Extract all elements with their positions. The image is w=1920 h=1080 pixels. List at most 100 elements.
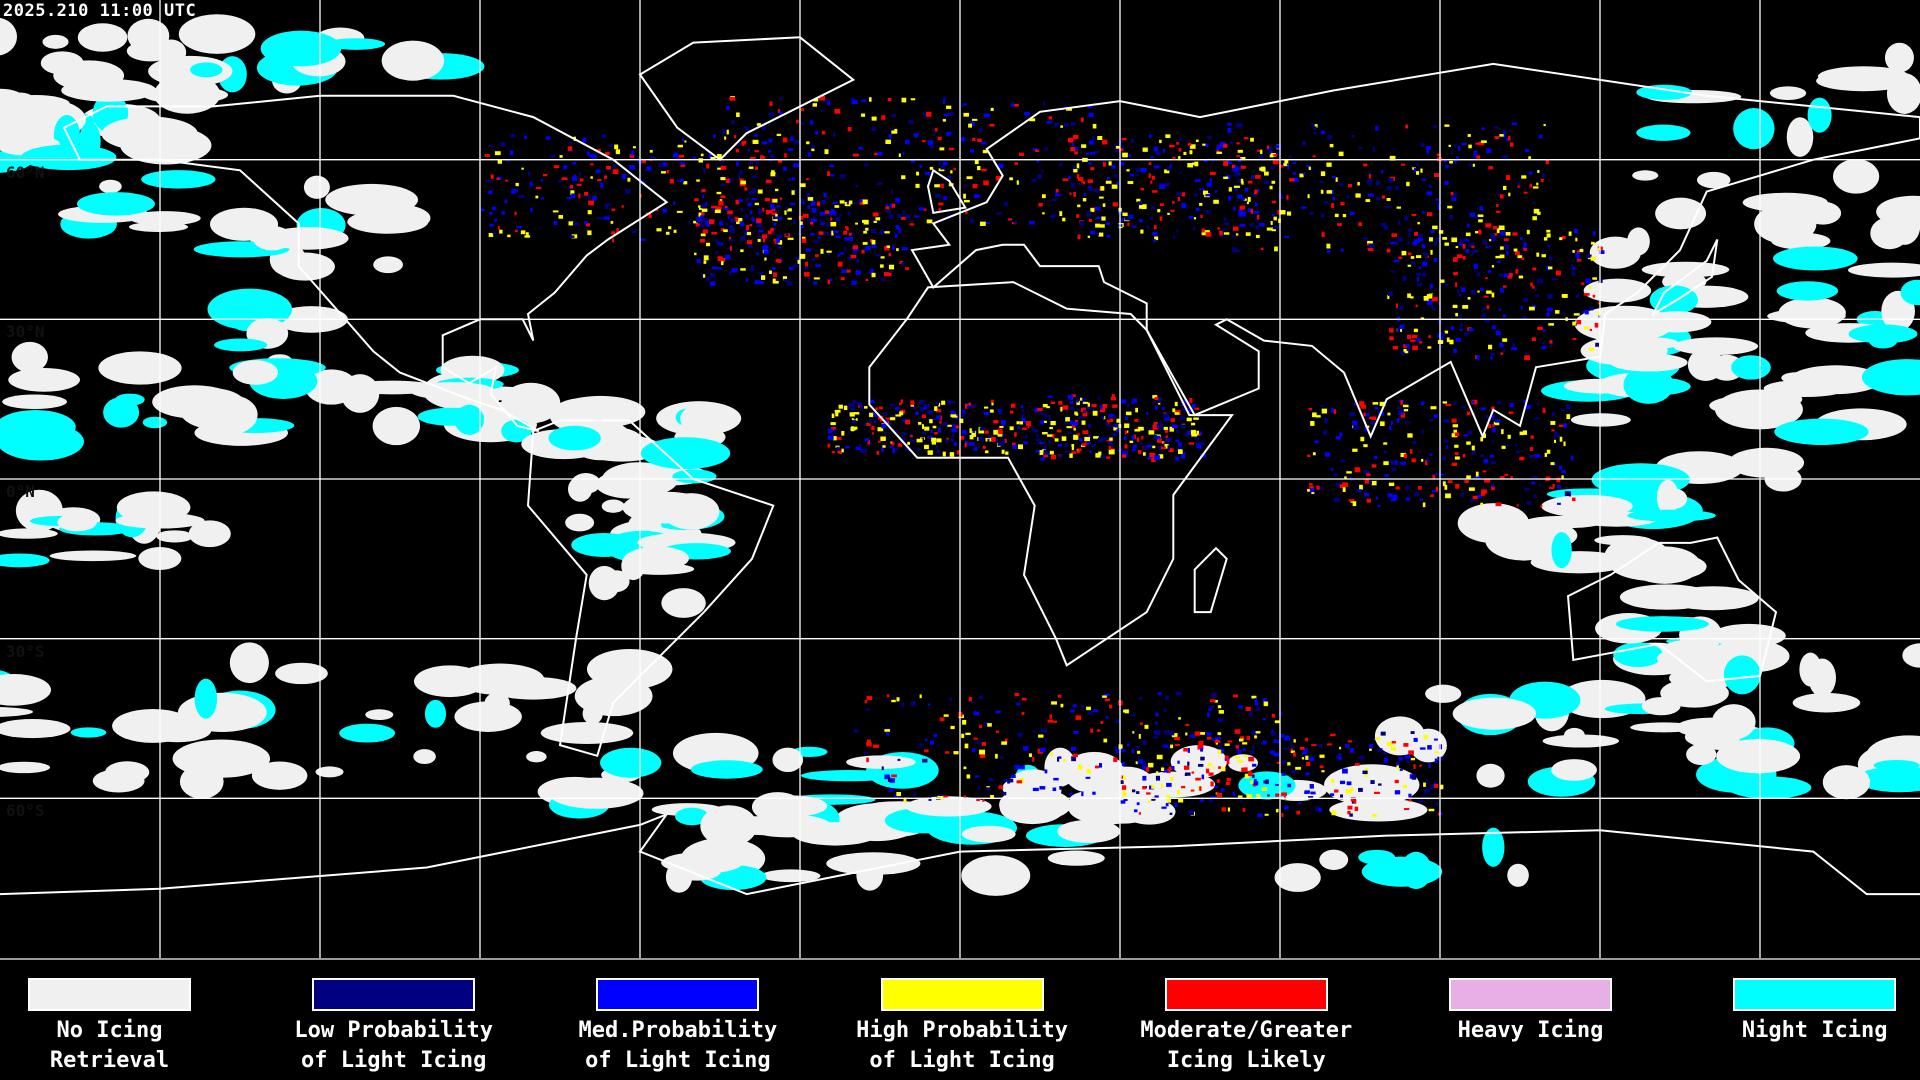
icing-pixel — [1434, 173, 1440, 178]
icing-pixel — [736, 112, 740, 118]
icing-pixel — [993, 429, 999, 435]
icing-pixel — [858, 146, 863, 150]
icing-pixel — [1496, 203, 1499, 208]
icing-pixel — [1160, 767, 1165, 771]
icing-pixel — [827, 428, 833, 434]
icing-pixel — [1475, 231, 1481, 234]
icing-pixel — [1444, 330, 1449, 334]
icing-pixel — [1365, 473, 1371, 476]
icing-pixel — [942, 161, 948, 166]
icing-pixel — [1197, 744, 1204, 750]
icing-pixel — [1175, 691, 1182, 696]
icing-pixel — [953, 442, 958, 446]
icing-pixel — [702, 229, 708, 234]
icing-pixel — [1095, 765, 1099, 769]
icing-pixel — [784, 153, 787, 158]
icing-pixel — [1329, 143, 1334, 148]
icing-pixel — [1109, 437, 1113, 441]
icing-pixel — [1449, 215, 1454, 220]
icing-pixel — [879, 264, 884, 268]
icing-pixel — [1199, 431, 1202, 435]
icing-pixel — [811, 148, 815, 152]
icing-pixel — [1442, 236, 1448, 240]
icing-pixel — [1358, 787, 1363, 792]
icing-pixel — [885, 139, 891, 145]
cloud-patch — [232, 360, 279, 385]
icing-pixel — [1330, 779, 1335, 783]
icing-pixel — [1520, 305, 1523, 310]
icing-pixel — [934, 406, 938, 412]
icing-pixel — [1263, 180, 1269, 185]
icing-pixel — [985, 430, 989, 434]
icing-pixel — [529, 181, 533, 187]
cloud-layer — [0, 14, 1920, 896]
icing-pixel — [1172, 156, 1176, 159]
icing-pixel — [1248, 223, 1254, 227]
icing-pixel — [866, 739, 871, 743]
icing-pixel — [1346, 781, 1352, 786]
icing-pixel — [1368, 193, 1374, 197]
icing-pixel — [875, 217, 881, 221]
icing-pixel — [1272, 225, 1279, 230]
icing-pixel — [813, 281, 817, 285]
icing-pixel — [731, 120, 735, 125]
icing-pixel — [884, 245, 890, 251]
icing-pixel — [1264, 171, 1269, 176]
icing-pixel — [1275, 793, 1281, 797]
cloud-patch — [800, 770, 898, 782]
icing-pixel — [553, 220, 558, 226]
icing-pixel — [1029, 118, 1036, 122]
icing-pixel — [1122, 791, 1127, 796]
cloud-patch — [1861, 359, 1920, 396]
icing-pixel — [1455, 246, 1459, 249]
icing-pixel — [929, 145, 935, 148]
icing-pixel — [1575, 237, 1578, 242]
icing-pixel — [1051, 454, 1057, 460]
icing-pixel — [735, 199, 740, 205]
icing-pixel — [768, 112, 775, 117]
icing-pixel — [1284, 737, 1291, 741]
coastline-australia — [1566, 536, 1778, 683]
icing-pixel — [1188, 407, 1192, 413]
icing-pixel — [1415, 255, 1422, 259]
icing-pixel — [823, 98, 826, 103]
icing-pixel — [921, 437, 924, 442]
cloud-patch — [1123, 798, 1176, 825]
icing-pixel — [998, 785, 1004, 790]
icing-pixel — [1107, 442, 1114, 446]
icing-pixel — [1551, 429, 1555, 432]
icing-pixel — [1462, 244, 1466, 249]
icing-pixel — [913, 133, 919, 137]
icing-pixel — [1541, 254, 1546, 258]
icing-pixel — [1504, 238, 1509, 241]
icing-pixel — [1089, 449, 1092, 454]
icing-pixel — [1412, 345, 1418, 351]
cloud-patch — [1687, 348, 1724, 382]
icing-pixel — [724, 207, 730, 210]
icing-pixel — [869, 418, 872, 424]
icing-pixel — [1244, 187, 1249, 192]
cloud-patch — [357, 203, 431, 233]
icing-pixel — [1206, 736, 1212, 740]
icing-pixel — [792, 220, 796, 224]
icing-pixel — [1412, 440, 1417, 445]
icing-pixel — [1031, 178, 1037, 182]
icing-pixel — [1095, 223, 1100, 228]
icing-pixel — [597, 179, 602, 182]
icing-pixel — [846, 269, 851, 273]
icing-pixel — [1183, 765, 1190, 770]
icing-pixel — [1452, 424, 1459, 428]
icing-pixel — [935, 193, 941, 199]
icing-pixel — [1012, 444, 1018, 449]
icing-pixel — [1160, 446, 1166, 450]
icing-pixel — [1354, 806, 1359, 812]
icing-pixel — [938, 402, 941, 407]
icing-pixel — [942, 100, 946, 104]
icing-pixel — [1419, 747, 1426, 750]
icing-pixel — [891, 699, 896, 703]
icing-pixel — [1129, 173, 1135, 177]
icing-pixel — [601, 133, 606, 138]
icing-pixel — [1466, 411, 1471, 416]
icing-pixel — [839, 214, 842, 217]
icing-pixel — [1079, 437, 1083, 442]
